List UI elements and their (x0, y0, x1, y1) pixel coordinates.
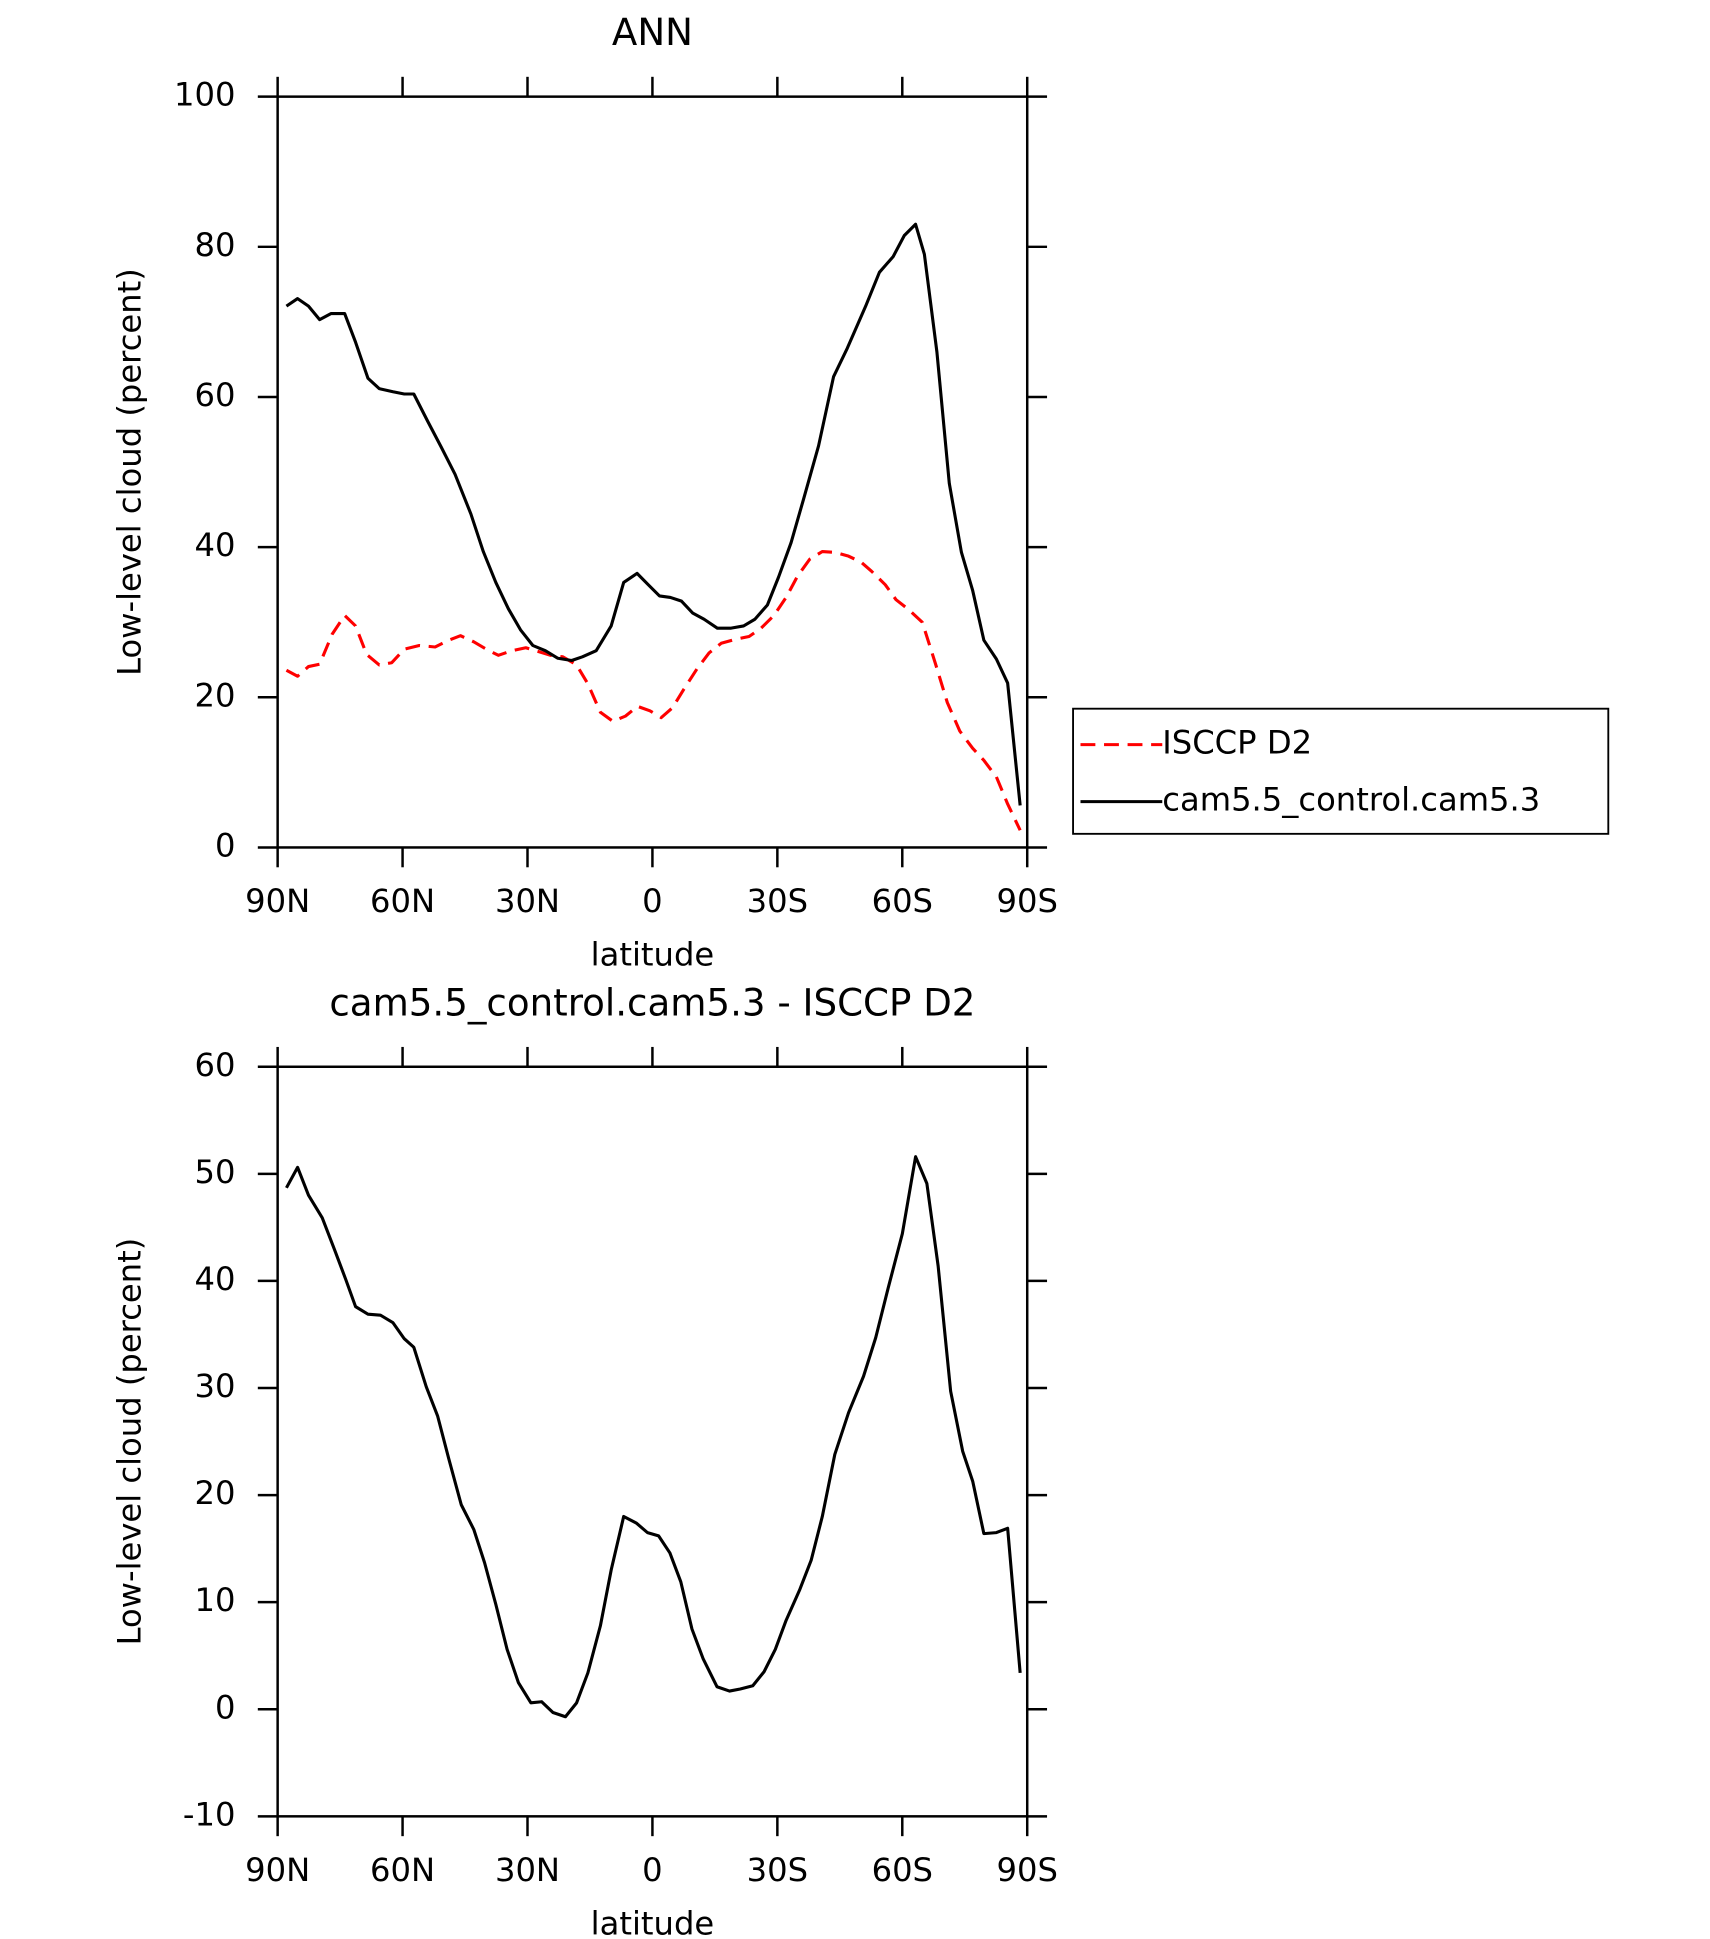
legend-box (1072, 707, 1610, 835)
data-line (285, 550, 1022, 831)
plot-frame (276, 1065, 1029, 1818)
y-tick-label: 50 (195, 1153, 236, 1191)
chart-title: ANN (612, 11, 693, 54)
x-tick-label: 60S (872, 882, 933, 920)
y-tick-label: 60 (195, 376, 236, 414)
x-tick-label: 90S (997, 1851, 1058, 1889)
y-tick-label: -10 (183, 1795, 236, 1833)
y-axis-label: Low-level cloud (percent) (110, 1238, 148, 1646)
legend-label: cam5.5_control.cam5.3 (1162, 781, 1540, 819)
y-tick-label: 0 (215, 1688, 236, 1726)
y-axis-label: Low-level cloud (percent) (110, 268, 148, 676)
x-tick-label: 0 (642, 882, 663, 920)
y-tick-label: 0 (215, 826, 236, 864)
y-tick-label: 60 (195, 1046, 236, 1084)
x-tick-label: 60S (872, 1851, 933, 1889)
x-tick-label: 0 (642, 1851, 663, 1889)
x-axis-label: latitude (591, 1904, 715, 1939)
x-tick-label: 30N (495, 1851, 560, 1889)
x-tick-label: 30N (495, 882, 560, 920)
x-tick-label: 90N (245, 882, 310, 920)
x-tick-label: 60N (370, 882, 435, 920)
x-tick-label: 60N (370, 1851, 435, 1889)
y-tick-label: 30 (195, 1367, 236, 1405)
y-tick-label: 20 (195, 676, 236, 714)
x-tick-label: 90N (245, 1851, 310, 1889)
y-tick-label: 40 (195, 1260, 236, 1298)
data-line (285, 222, 1022, 806)
y-tick-label: 20 (195, 1474, 236, 1512)
x-tick-label: 30S (747, 882, 808, 920)
y-tick-label: 40 (195, 526, 236, 564)
x-tick-label: 90S (997, 882, 1058, 920)
y-tick-label: 100 (174, 76, 235, 114)
legend-label: ISCCP D2 (1162, 724, 1312, 762)
plot-frame (276, 95, 1029, 849)
data-line (285, 1155, 1022, 1719)
x-tick-label: 30S (747, 1851, 808, 1889)
chart-title: cam5.5_control.cam5.3 - ISCCP D2 (329, 981, 975, 1024)
y-tick-label: 10 (195, 1581, 236, 1619)
y-tick-label: 80 (195, 226, 236, 264)
x-axis-label: latitude (591, 935, 715, 973)
